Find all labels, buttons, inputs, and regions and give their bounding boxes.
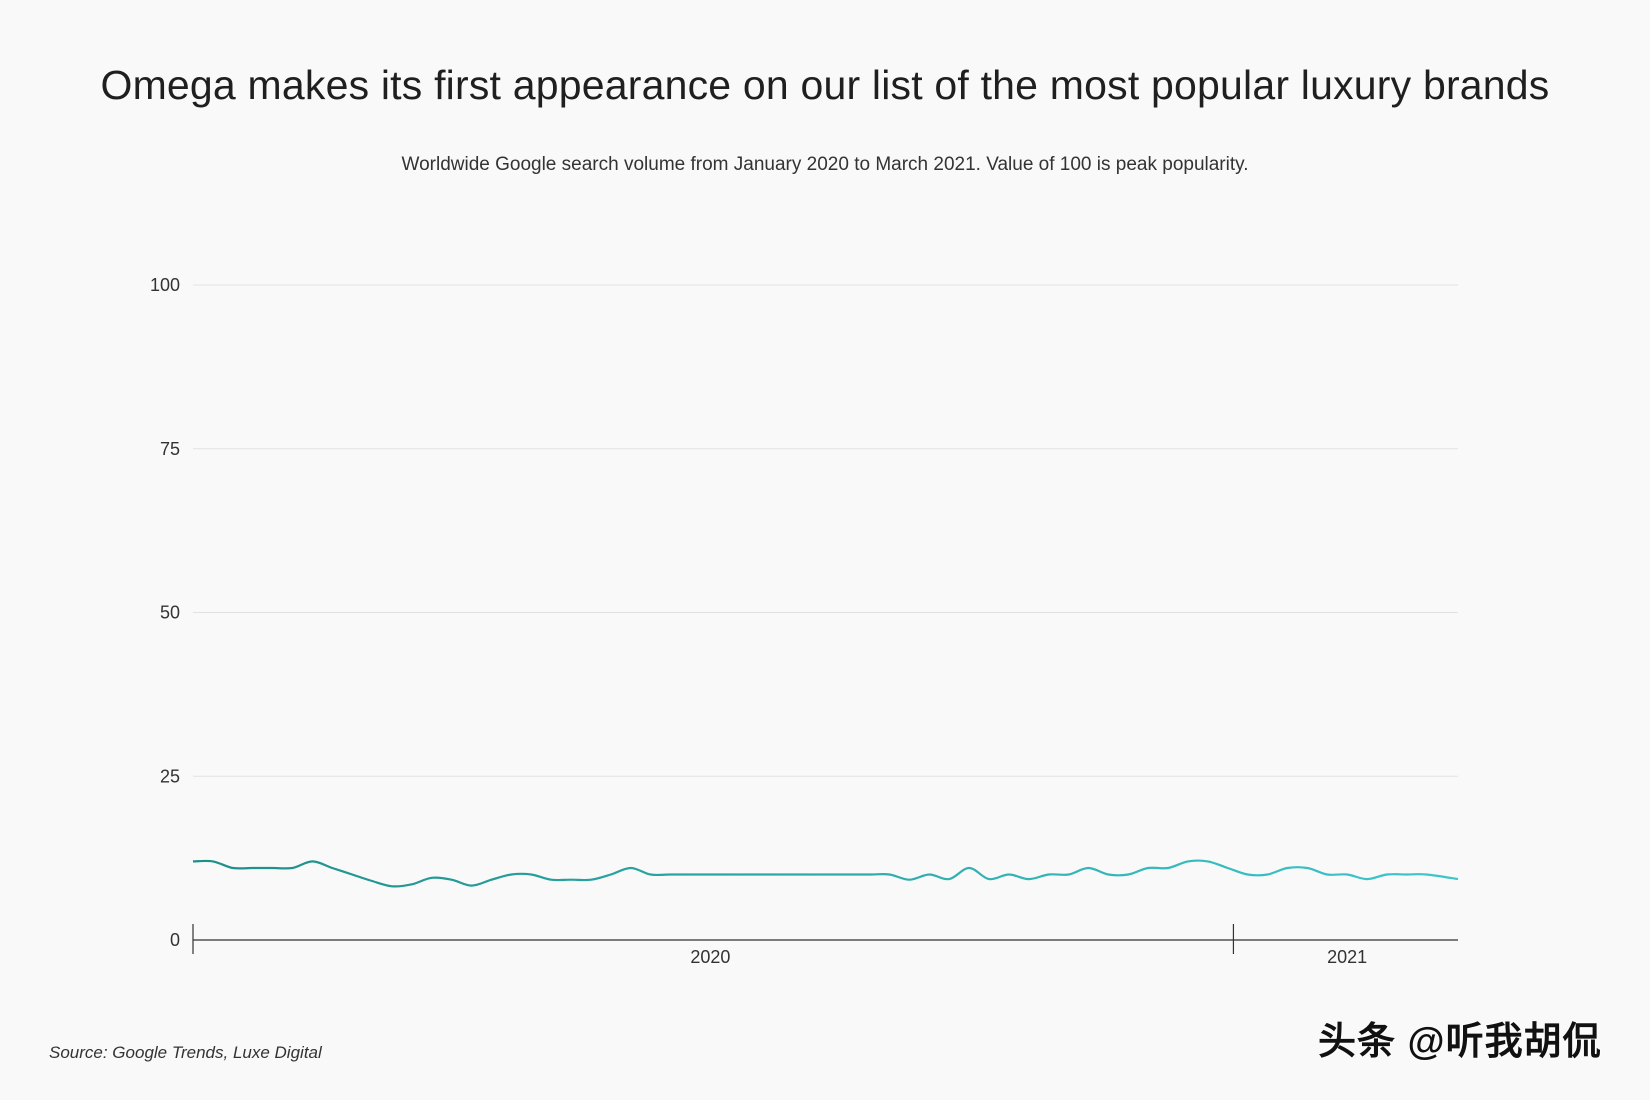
x-axis: 2020 2021 (192, 924, 1458, 967)
y-tick-label-25: 25 (160, 766, 180, 786)
chart-subtitle: Worldwide Google search volume from Janu… (401, 154, 1249, 175)
x-tick-label-2020: 2020 (690, 947, 730, 967)
series-line-0 (192, 859, 1459, 888)
chart-title: Omega makes its first appearance on our … (100, 62, 1550, 108)
gridlines (193, 284, 1458, 777)
series-omega (192, 859, 1459, 888)
x-tick-label-2021: 2021 (1327, 947, 1367, 967)
y-axis-ticks: 0 25 50 75 100 (150, 275, 180, 950)
watermark: 头条 @听我胡侃 (1318, 1021, 1602, 1063)
y-tick-label-100: 100 (150, 275, 180, 295)
y-tick-label-0: 0 (170, 930, 180, 950)
y-tick-label-75: 75 (160, 439, 180, 459)
y-tick-label-50: 50 (160, 603, 180, 623)
source-note: Source: Google Trends, Luxe Digital (49, 1043, 322, 1062)
